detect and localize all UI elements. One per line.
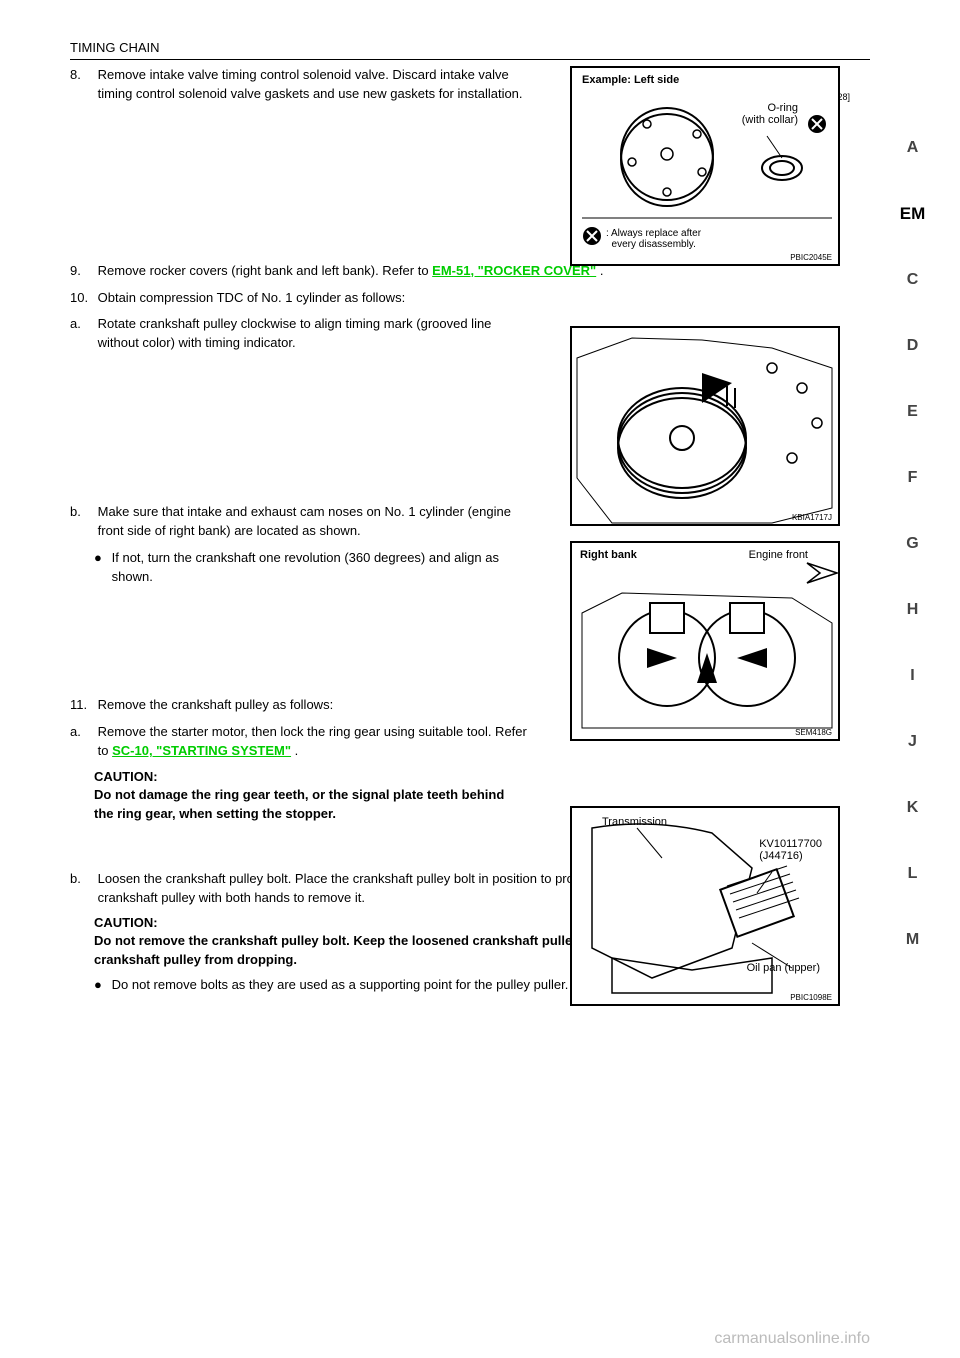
step-9-num: 9. <box>70 262 94 281</box>
step-8-num: 8. <box>70 66 94 85</box>
figure-3: Right bank Engine front SEM418G <box>570 541 840 741</box>
figure-1-code: PBIC2045E <box>790 253 832 262</box>
sidebar-item-em[interactable]: EM <box>890 196 935 232</box>
sidebar-item-m[interactable]: M <box>890 922 935 958</box>
watermark: carmanualsonline.info <box>714 1330 870 1348</box>
header-rule <box>70 59 870 60</box>
figure-1: Example: Left side O-ring (with collar) <box>570 66 840 266</box>
bullet-dot-2: ● <box>94 976 108 995</box>
sidebar-item-i[interactable]: I <box>890 658 935 694</box>
figure-4-label-tool: KV10117700 (J44716) <box>759 838 822 862</box>
figure-4-label-oilpan: Oil pan (upper) <box>747 962 820 974</box>
caution-text-1: Do not damage the ring gear teeth, or th… <box>94 786 524 824</box>
step-9-prefix: Remove rocker covers (right bank and lef… <box>98 263 433 278</box>
figure-3-label-engine-front: Engine front <box>749 549 808 561</box>
sidebar-item-j[interactable]: J <box>890 724 935 760</box>
sidebar-item-g[interactable]: G <box>890 526 935 562</box>
step-11a-num: a. <box>70 723 94 742</box>
step-10a-num: a. <box>70 315 94 334</box>
figure-4-code: PBIC1098E <box>790 993 832 1002</box>
figure-4-label-transmission: Transmission <box>602 816 667 828</box>
step-10-text: Obtain compression TDC of No. 1 cylinder… <box>98 289 818 308</box>
figure-2: KBIA1717J <box>570 326 840 526</box>
sidebar-item-a[interactable]: A <box>890 130 935 166</box>
sidebar-item-c[interactable]: C <box>890 262 935 298</box>
figure-3-code: SEM418G <box>795 728 832 737</box>
sidebar-item-d[interactable]: D <box>890 328 935 364</box>
figure-1-note: : Always replace after every disassembly… <box>606 228 701 250</box>
step-10b-text: Make sure that intake and exhaust cam no… <box>98 503 528 541</box>
caution-label-1: CAUTION: <box>94 769 870 784</box>
page-header: TIMING CHAIN <box>70 40 870 55</box>
sidebar-item-h[interactable]: H <box>890 592 935 628</box>
figure-3-label-right-bank: Right bank <box>580 549 637 561</box>
step-11b-num: b. <box>70 870 94 889</box>
sidebar-item-f[interactable]: F <box>890 460 935 496</box>
link-starting-system[interactable]: SC-10, "STARTING SYSTEM" <box>112 743 291 758</box>
step-10b-bullet: If not, turn the crankshaft one revoluti… <box>112 549 522 587</box>
step-11-num: 11. <box>70 696 94 715</box>
step-10b-num: b. <box>70 503 94 522</box>
figure-4: Transmission KV10117700 (J44716) Oil pan… <box>570 806 840 1006</box>
figure-2-code: KBIA1717J <box>792 513 832 522</box>
sidebar-nav: A EM C D E F G H I J K L M <box>890 130 935 958</box>
sidebar-item-l[interactable]: L <box>890 856 935 892</box>
sidebar-item-k[interactable]: K <box>890 790 935 826</box>
step-8-text: Remove intake valve timing control solen… <box>98 66 528 104</box>
sidebar-item-e[interactable]: E <box>890 394 935 430</box>
bullet-dot: ● <box>94 549 108 568</box>
step-10a-text: Rotate crankshaft pulley clockwise to al… <box>98 315 528 353</box>
step-11a-suffix: . <box>291 743 298 758</box>
step-11a-text: Remove the starter motor, then lock the … <box>98 723 528 761</box>
step-10-num: 10. <box>70 289 94 308</box>
